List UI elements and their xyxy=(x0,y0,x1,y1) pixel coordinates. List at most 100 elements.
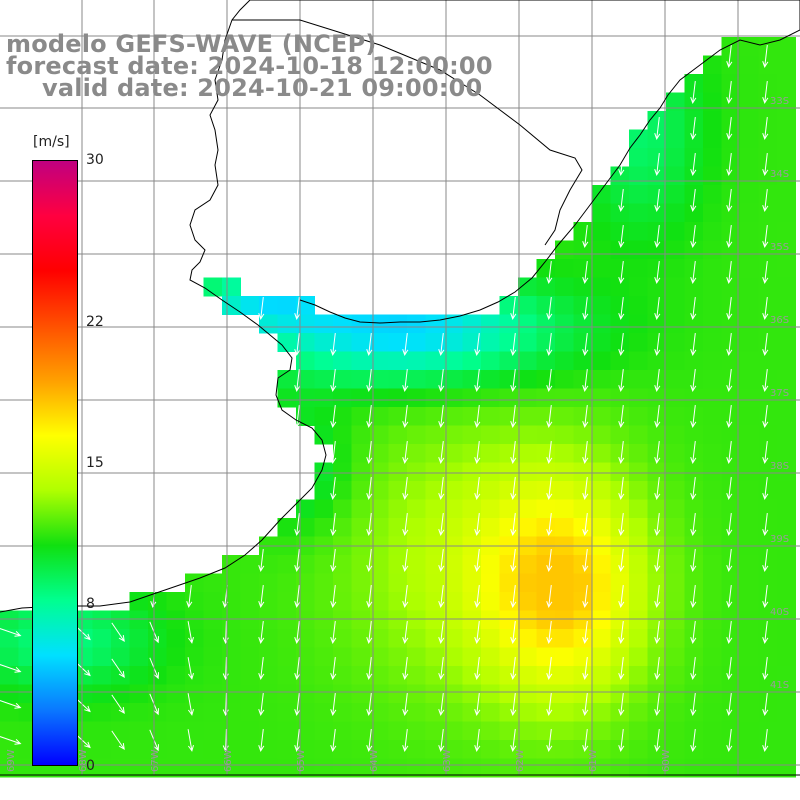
wind-speed-cell xyxy=(518,333,537,352)
wind-speed-cell xyxy=(740,314,759,334)
wind-speed-cell xyxy=(666,425,685,445)
wind-speed-cell xyxy=(573,740,593,759)
wind-speed-cell xyxy=(314,703,334,722)
wind-speed-cell xyxy=(277,666,297,685)
wind-speed-cell xyxy=(758,758,778,778)
wind-speed-cell xyxy=(666,407,685,426)
valid-date-text: valid date: 2024-10-21 09:00:00 xyxy=(42,74,483,102)
wind-speed-cell xyxy=(296,370,315,389)
wind-speed-cell xyxy=(518,647,537,667)
wind-speed-cell xyxy=(499,388,519,408)
wind-speed-cell xyxy=(666,166,685,186)
wind-speed-cell xyxy=(666,666,685,685)
wind-speed-cell xyxy=(203,647,223,667)
wind-speed-cell xyxy=(555,370,574,389)
wind-speed-cell xyxy=(407,555,426,574)
wind-speed-cell xyxy=(388,740,408,759)
wind-speed-cell xyxy=(370,647,389,667)
wind-speed-cell xyxy=(314,610,334,630)
wind-arrow xyxy=(546,513,553,537)
wind-speed-cell xyxy=(721,425,741,445)
wind-speed-cell xyxy=(499,425,519,445)
wind-arrow xyxy=(690,81,697,105)
wind-speed-cell xyxy=(351,388,371,408)
wind-arrow xyxy=(726,261,733,285)
wind-speed-cell xyxy=(777,610,796,630)
wind-arrow xyxy=(582,477,589,501)
wind-speed-cell xyxy=(333,758,352,778)
wind-speed-cell xyxy=(333,351,352,371)
wind-speed-cell xyxy=(481,555,500,574)
wind-speed-cell xyxy=(555,388,574,408)
wind-speed-cell xyxy=(425,721,445,741)
wind-speed-cell xyxy=(647,240,667,260)
wind-speed-cell xyxy=(666,592,685,611)
wind-speed-cell xyxy=(573,277,593,297)
wind-speed-cell xyxy=(740,684,759,704)
wind-arrow xyxy=(438,333,445,357)
wind-speed-cell xyxy=(277,555,297,574)
wind-arrow xyxy=(654,729,661,753)
wind-speed-cell xyxy=(740,148,759,167)
longitude-label: 61W xyxy=(588,749,599,772)
wind-speed-cell xyxy=(499,351,519,371)
wind-speed-cell xyxy=(462,629,482,648)
wind-speed-cell xyxy=(740,721,759,741)
wind-speed-cell xyxy=(425,444,445,463)
wind-arrow xyxy=(546,297,553,321)
wind-speed-cell xyxy=(166,610,186,630)
wind-speed-cell xyxy=(610,333,630,352)
wind-arrow xyxy=(726,585,733,609)
wind-speed-cell xyxy=(444,555,463,574)
wind-speed-cell xyxy=(185,721,204,741)
wind-speed-cell xyxy=(481,481,500,500)
wind-arrow xyxy=(438,513,445,537)
wind-arrow xyxy=(762,225,769,249)
wind-speed-cell xyxy=(425,573,445,593)
wind-arrow xyxy=(726,513,733,537)
wind-speed-cell xyxy=(629,259,648,278)
wind-arrow xyxy=(258,585,265,609)
wind-arrow xyxy=(474,549,481,573)
wind-speed-cell xyxy=(740,388,759,408)
wind-speed-cell xyxy=(610,351,630,371)
wind-speed-cell xyxy=(592,703,611,722)
wind-speed-cell xyxy=(610,444,630,463)
wind-speed-cell xyxy=(666,296,685,315)
wind-speed-cell xyxy=(425,333,445,352)
longitude-label: 69W xyxy=(6,749,17,772)
wind-speed-cell xyxy=(481,499,500,519)
wind-speed-cell xyxy=(518,499,537,519)
wind-speed-cell xyxy=(536,703,556,722)
latitude-label: 39S xyxy=(770,534,789,545)
wind-speed-cell xyxy=(351,351,371,371)
wind-speed-cell xyxy=(555,721,574,741)
wind-speed-cell xyxy=(758,55,778,75)
wind-speed-cell xyxy=(444,629,463,648)
wind-speed-cell xyxy=(444,518,463,537)
wind-speed-cell xyxy=(388,758,408,778)
wind-speed-cell xyxy=(296,499,315,519)
model-title: modelo GEFS-WAVE (NCEP) xyxy=(6,30,377,58)
wind-arrow xyxy=(618,729,625,753)
wind-arrow xyxy=(618,657,625,681)
wind-speed-cell xyxy=(703,333,722,352)
wind-speed-cell xyxy=(388,610,408,630)
wind-speed-cell xyxy=(425,610,445,630)
wind-arrow xyxy=(546,261,553,285)
wind-speed-cell xyxy=(333,314,352,334)
wind-speed-cell xyxy=(481,592,500,611)
wind-arrow xyxy=(582,369,589,393)
wind-speed-cell xyxy=(481,629,500,648)
wind-speed-cell xyxy=(740,129,759,149)
wind-arrow xyxy=(330,549,337,573)
wind-speed-cell xyxy=(592,666,611,685)
wind-speed-cell xyxy=(592,610,611,630)
wind-speed-cell xyxy=(777,370,796,389)
wind-speed-cell xyxy=(425,629,445,648)
wind-speed-cell xyxy=(296,314,315,334)
wind-speed-cell xyxy=(684,129,704,149)
wind-arrow xyxy=(510,693,517,717)
wind-speed-cell xyxy=(536,351,556,371)
wind-speed-cell xyxy=(721,314,741,334)
